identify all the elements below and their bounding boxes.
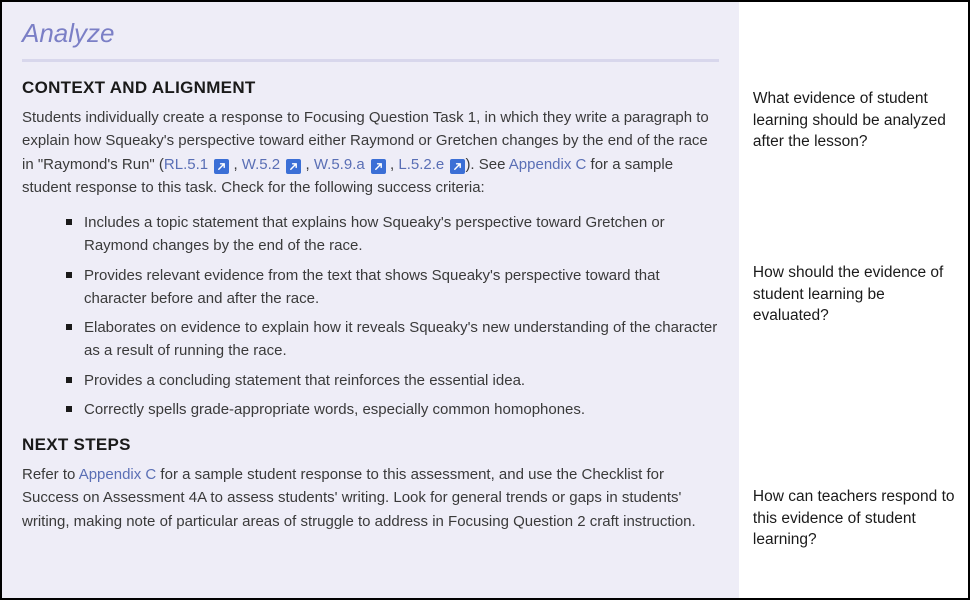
annotations-panel: What evidence of student learning should… (739, 2, 968, 598)
annotation-q1: What evidence of student learning should… (753, 88, 956, 153)
analyze-panel: Analyze CONTEXT AND ALIGNMENT Students i… (2, 2, 739, 598)
sep: , (233, 156, 241, 173)
context-text-see: ). See (465, 156, 508, 173)
next-steps-paragraph: Refer to Appendix C for a sample student… (22, 463, 719, 533)
list-item: Provides a concluding statement that rei… (66, 369, 719, 392)
sep: , (306, 156, 314, 173)
list-item: Elaborates on evidence to explain how it… (66, 316, 719, 363)
standard-link-w59a[interactable]: W.5.9.a (314, 156, 365, 173)
external-link-icon[interactable] (214, 159, 229, 174)
section-title: Analyze (22, 18, 719, 49)
list-item: Provides relevant evidence from the text… (66, 264, 719, 311)
external-link-icon[interactable] (450, 159, 465, 174)
context-paragraph: Students individually create a response … (22, 106, 719, 199)
list-item: Correctly spells grade-appropriate words… (66, 398, 719, 421)
standard-link-rl51[interactable]: RL.5.1 (164, 156, 208, 173)
appendix-link[interactable]: Appendix C (79, 466, 157, 483)
next-steps-pre: Refer to (22, 466, 79, 483)
list-item: Includes a topic statement that explains… (66, 211, 719, 258)
context-heading: CONTEXT AND ALIGNMENT (22, 78, 719, 98)
document-frame: Analyze CONTEXT AND ALIGNMENT Students i… (0, 0, 970, 600)
annotation-q3: How can teachers respond to this evidenc… (753, 486, 956, 551)
section-divider (22, 59, 719, 62)
external-link-icon[interactable] (286, 159, 301, 174)
standard-link-w52[interactable]: W.5.2 (242, 156, 280, 173)
standard-link-l52e[interactable]: L.5.2.e (398, 156, 444, 173)
annotation-q2: How should the evidence of student learn… (753, 262, 956, 327)
external-link-icon[interactable] (371, 159, 386, 174)
success-criteria-list: Includes a topic statement that explains… (22, 211, 719, 421)
appendix-link[interactable]: Appendix C (509, 156, 587, 173)
next-steps-heading: NEXT STEPS (22, 435, 719, 455)
